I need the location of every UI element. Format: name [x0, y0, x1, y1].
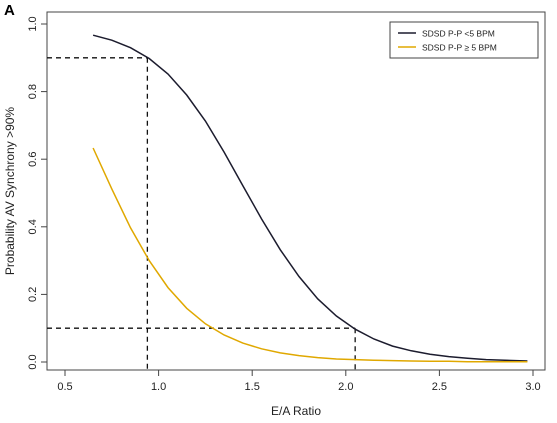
panel-label: A — [4, 2, 15, 19]
series-line-2 — [92, 147, 528, 363]
plot-frame — [46, 11, 546, 371]
x-tick-label: 1.5 — [245, 381, 260, 393]
y-tick-label: 0.6 — [27, 152, 39, 167]
y-tick-label: 1.0 — [27, 16, 39, 31]
y-tick-label: 0.0 — [27, 354, 39, 369]
x-tick-label: 2.0 — [338, 381, 353, 393]
x-tick-label: 0.5 — [57, 381, 72, 393]
y-tick-label: 0.2 — [27, 287, 39, 302]
x-tick-label: 2.5 — [432, 381, 447, 393]
x-axis-label: E/A Ratio — [271, 404, 321, 418]
x-tick-label: 3.0 — [525, 381, 540, 393]
y-axis-label: Probability AV Synchrony >90% — [3, 107, 17, 276]
x-tick-label: 1.0 — [151, 381, 166, 393]
legend-box — [389, 21, 539, 59]
y-tick-label: 0.8 — [27, 84, 39, 99]
legend-label-2: SDSD P-P ≥ 5 BPM — [422, 43, 497, 53]
series-line-1 — [92, 34, 528, 362]
legend-label-1: SDSD P-P <5 BPM — [422, 29, 495, 39]
y-tick-label: 0.4 — [27, 219, 39, 234]
